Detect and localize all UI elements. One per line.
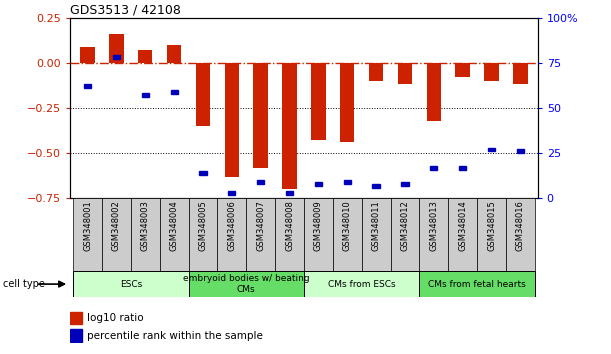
Text: GSM348009: GSM348009: [314, 200, 323, 251]
Bar: [373, 184, 379, 188]
Text: GSM348011: GSM348011: [371, 200, 381, 251]
Text: GSM348005: GSM348005: [199, 200, 208, 251]
Text: ESCs: ESCs: [120, 280, 142, 289]
Bar: [419, 271, 535, 297]
Bar: [257, 180, 265, 184]
Bar: [138, 50, 153, 63]
Bar: [246, 198, 275, 271]
Bar: [340, 63, 354, 142]
Bar: [398, 63, 412, 85]
Bar: [459, 166, 466, 170]
Bar: [84, 84, 91, 88]
Bar: [113, 56, 120, 59]
Bar: [282, 63, 297, 189]
Text: GDS3513 / 42108: GDS3513 / 42108: [70, 4, 181, 17]
Text: GSM348007: GSM348007: [256, 200, 265, 251]
Text: GSM348010: GSM348010: [343, 200, 352, 251]
Text: percentile rank within the sample: percentile rank within the sample: [87, 331, 263, 341]
Bar: [189, 198, 218, 271]
Bar: [477, 198, 506, 271]
Bar: [485, 63, 499, 81]
Bar: [254, 63, 268, 167]
Text: GSM348002: GSM348002: [112, 200, 121, 251]
Bar: [70, 312, 82, 324]
Bar: [189, 271, 304, 297]
Bar: [102, 198, 131, 271]
Bar: [506, 198, 535, 271]
Bar: [286, 191, 293, 195]
Bar: [419, 198, 448, 271]
Bar: [488, 148, 495, 152]
Text: CMs from ESCs: CMs from ESCs: [328, 280, 395, 289]
Bar: [517, 149, 524, 153]
Text: embryoid bodies w/ beating
CMs: embryoid bodies w/ beating CMs: [183, 274, 310, 294]
Bar: [311, 63, 326, 141]
Bar: [343, 180, 351, 184]
Bar: [315, 182, 322, 186]
Bar: [73, 198, 102, 271]
Bar: [81, 47, 95, 63]
Bar: [70, 329, 82, 342]
Text: GSM348008: GSM348008: [285, 200, 294, 251]
Bar: [73, 271, 189, 297]
Bar: [333, 198, 362, 271]
Bar: [199, 171, 207, 175]
Bar: [225, 63, 239, 177]
Bar: [455, 63, 470, 77]
Text: GSM348004: GSM348004: [170, 200, 178, 251]
Bar: [426, 63, 441, 121]
Bar: [170, 90, 178, 94]
Bar: [109, 34, 123, 63]
Bar: [390, 198, 419, 271]
Text: GSM348013: GSM348013: [430, 200, 438, 251]
Text: cell type: cell type: [3, 279, 45, 289]
Bar: [304, 271, 419, 297]
Text: GSM348016: GSM348016: [516, 200, 525, 251]
Bar: [401, 182, 409, 186]
Bar: [196, 63, 210, 126]
Bar: [229, 191, 235, 195]
Bar: [142, 93, 149, 97]
Text: GSM348015: GSM348015: [487, 200, 496, 251]
Text: GSM348012: GSM348012: [400, 200, 409, 251]
Bar: [513, 63, 527, 85]
Bar: [167, 45, 181, 63]
Bar: [362, 198, 390, 271]
Text: GSM348001: GSM348001: [83, 200, 92, 251]
Bar: [275, 198, 304, 271]
Bar: [430, 166, 437, 170]
Bar: [131, 198, 159, 271]
Text: CMs from fetal hearts: CMs from fetal hearts: [428, 280, 526, 289]
Text: log10 ratio: log10 ratio: [87, 313, 144, 323]
Bar: [304, 198, 333, 271]
Text: GSM348006: GSM348006: [227, 200, 236, 251]
Text: GSM348014: GSM348014: [458, 200, 467, 251]
Text: GSM348003: GSM348003: [141, 200, 150, 251]
Bar: [159, 198, 189, 271]
Bar: [448, 198, 477, 271]
Bar: [218, 198, 246, 271]
Bar: [369, 63, 383, 81]
